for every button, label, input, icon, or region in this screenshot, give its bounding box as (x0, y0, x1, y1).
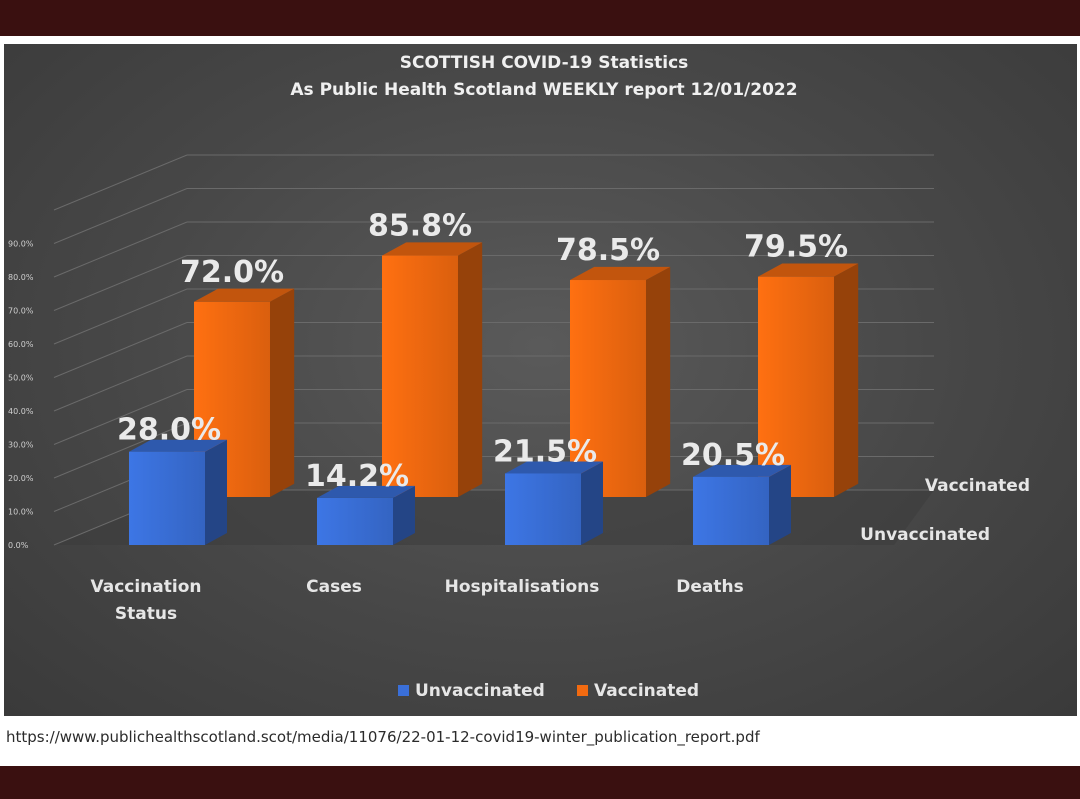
bar-front (129, 451, 205, 545)
gridline-depth (53, 255, 188, 311)
bar-front (317, 497, 393, 545)
bar-front (570, 280, 646, 497)
bar-top (317, 485, 415, 498)
bar-front (382, 255, 458, 497)
bar-side (270, 288, 295, 497)
y-tick-label: 20.0% (8, 474, 34, 483)
chart-title: SCOTTISH COVID-19 Statistics (400, 53, 689, 73)
bar (505, 461, 603, 545)
bar-side (646, 266, 671, 497)
bar-side (205, 439, 227, 545)
source-url-text[interactable]: https://www.publichealthscotland.scot/me… (6, 728, 760, 746)
bar (317, 485, 415, 545)
bar-front (758, 276, 834, 497)
chart-subtitle: As Public Health Scotland WEEKLY report … (290, 80, 797, 100)
y-tick-label: 40.0% (8, 407, 34, 416)
bar-value-label: 20.5% (681, 438, 785, 473)
bar-chart-3d: 0.0% 10.0% 20.0% 30.0% 40.0% 50.0% 60.0% 70.0% 8… (8, 53, 1030, 701)
legend: Unvaccinated Vaccinated (398, 681, 699, 701)
y-tick-label: 70.0% (8, 307, 34, 316)
bar (129, 439, 227, 545)
bar-top (570, 266, 671, 281)
bar (382, 242, 483, 497)
x-category-label: Deaths (676, 577, 743, 597)
bar-top (758, 263, 859, 277)
bar (758, 263, 859, 497)
y-tick-label: 50.0% (8, 374, 34, 383)
bar-top (382, 242, 483, 256)
bar-value-label: 72.0% (180, 255, 284, 290)
bar-value-label: 85.8% (368, 209, 472, 244)
y-tick-label: 0.0% (8, 541, 29, 550)
bar-value-label: 79.5% (744, 230, 848, 265)
legend-label-unvaccinated: Unvaccinated (415, 681, 545, 701)
bar-top (129, 439, 227, 452)
bar-value-label: 28.0% (117, 413, 221, 448)
x-category-label: Vaccination Status (91, 577, 202, 624)
bar-top (693, 464, 791, 477)
bar-value-label: 14.2% (305, 459, 409, 494)
gridline-depth (53, 154, 188, 211)
legend-label-vaccinated: Vaccinated (594, 681, 699, 701)
y-tick-label: 10.0% (8, 508, 34, 517)
gridline-depth (53, 355, 188, 412)
y-tick-label: 60.0% (8, 340, 34, 349)
bar-side (834, 263, 859, 497)
gridline-depth (53, 288, 188, 345)
y-tick-label: 30.0% (8, 441, 34, 450)
bar-value-label: 21.5% (493, 434, 597, 469)
bar-side (581, 461, 603, 545)
gridline-depth (53, 188, 188, 244)
bar-side (458, 242, 483, 497)
bar (570, 266, 671, 497)
bar-value-label: 78.5% (556, 233, 660, 268)
chart-area: 0.0% 10.0% 20.0% 30.0% 40.0% 50.0% 60.0% 70.0% 8… (4, 44, 1077, 716)
gridline-depth (53, 389, 188, 445)
gridline-depth (53, 422, 188, 479)
depth-label-unvaccinated: Unvaccinated (860, 525, 990, 545)
depth-label-vaccinated: Vaccinated (925, 476, 1030, 496)
x-category-label: Hospitalisations (445, 577, 600, 597)
legend-swatch-vaccinated (577, 685, 588, 696)
bar-front (693, 476, 769, 545)
bar-side (769, 464, 791, 545)
x-category-label-line: Status (115, 604, 177, 624)
legend-swatch-unvaccinated (398, 685, 409, 696)
x-category-label-line: Vaccination (91, 577, 202, 597)
bar-front (505, 473, 581, 545)
bar (194, 288, 295, 497)
x-category-label: Cases (306, 577, 362, 597)
bar (693, 464, 791, 545)
bar-top (194, 288, 295, 302)
gridline-depth (53, 221, 188, 278)
y-tick-label: 80.0% (8, 273, 34, 282)
gridline-depth (53, 322, 188, 378)
y-tick-label: 90.0% (8, 240, 34, 249)
bar-side (393, 485, 415, 545)
bar-top (505, 461, 603, 474)
